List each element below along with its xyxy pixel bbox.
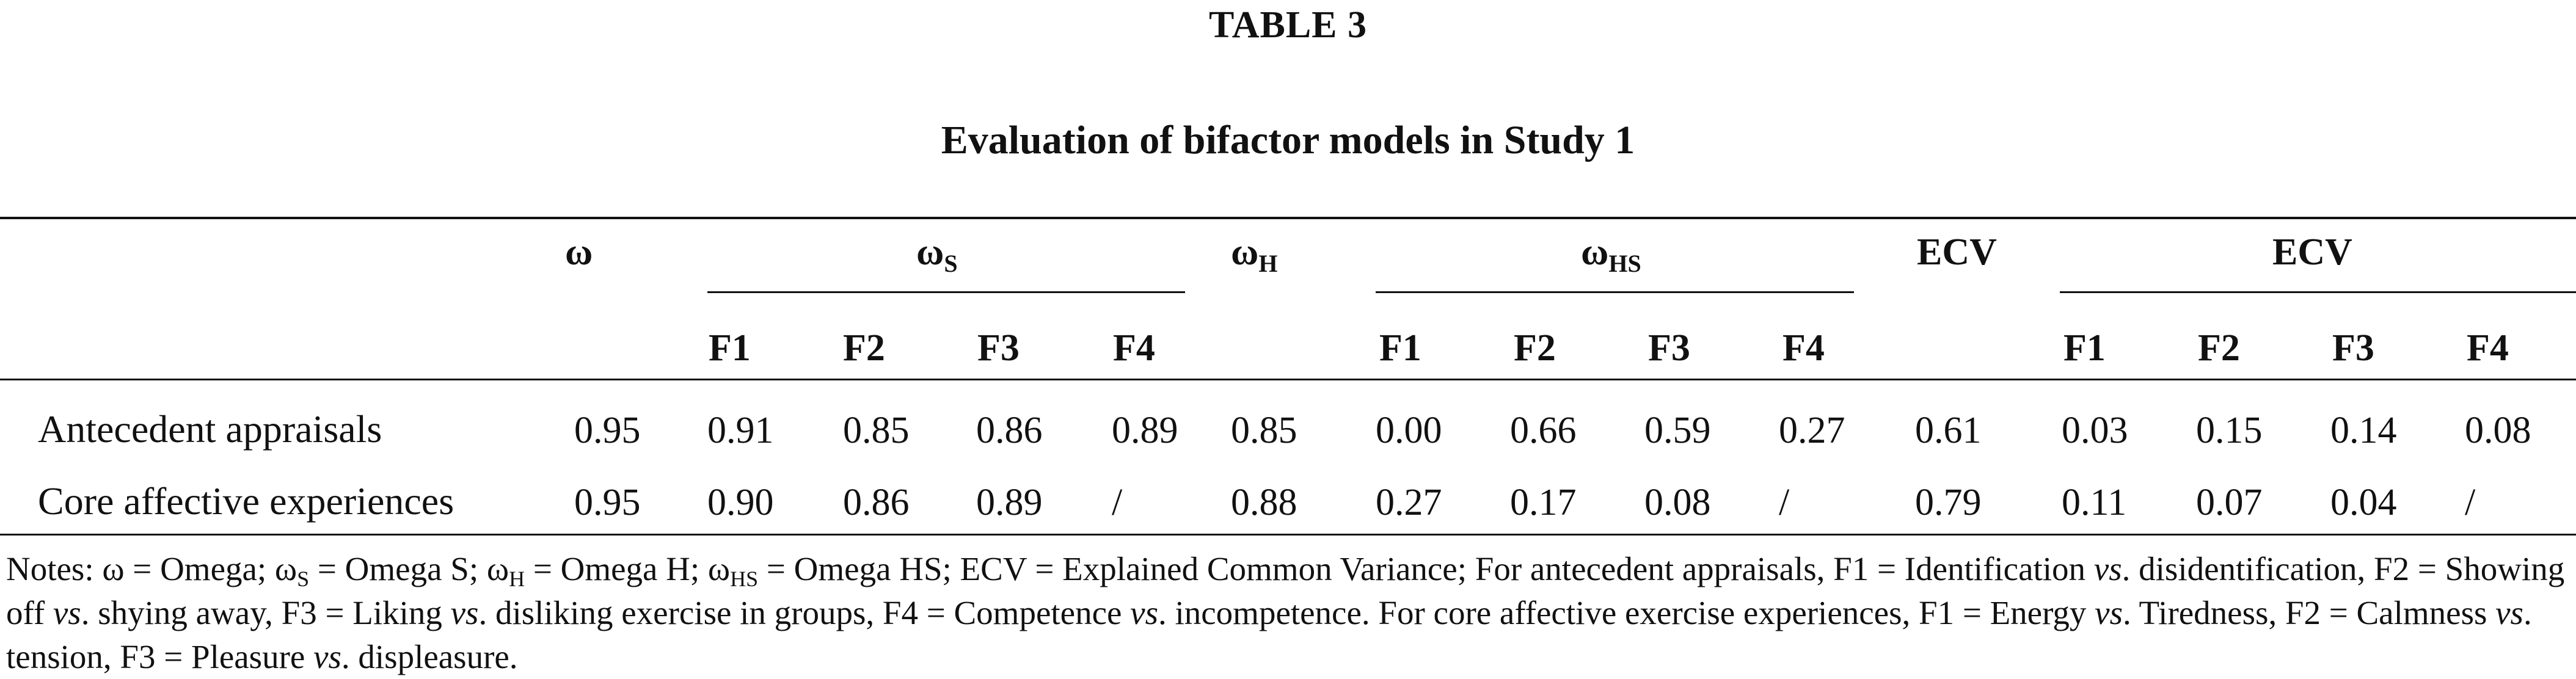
table-title: Evaluation of bifactor models in Study 1 — [941, 118, 1635, 162]
omega-value: 0.95 — [574, 482, 641, 523]
row-label: Antecedent appraisals — [38, 407, 382, 451]
ecv-f3-value: 0.04 — [2330, 482, 2397, 523]
header-ecv-group: ECV — [2272, 231, 2352, 273]
omega-s-f3-header: F3 — [977, 327, 1020, 369]
omega-s-f4-value: / — [1112, 482, 1123, 523]
table-caption-label: TABLE 3 — [1208, 4, 1368, 46]
ecv-f4-value: / — [2465, 482, 2476, 523]
omega-s-span-rule — [707, 291, 1185, 293]
omega-s-f3-value: 0.86 — [976, 410, 1043, 451]
omega-hs-f2-value: 0.66 — [1510, 410, 1577, 451]
ecv-f2-header: F2 — [2198, 327, 2240, 369]
ecv-f4-value: 0.08 — [2465, 410, 2531, 451]
omega-s-f3-value: 0.89 — [976, 482, 1043, 523]
ecv-f2-value: 0.07 — [2196, 482, 2263, 523]
header-omega-s: ωS — [916, 231, 958, 277]
omega-hs-f3-value: 0.08 — [1644, 482, 1711, 523]
omega-hs-f1-value: 0.27 — [1376, 482, 1442, 523]
ecv-f2-value: 0.15 — [2196, 410, 2263, 451]
header-omega: ω — [565, 231, 593, 273]
omega-h-value: 0.88 — [1231, 482, 1297, 523]
omega-hs-f3-value: 0.59 — [1644, 410, 1711, 451]
omega-hs-span-rule — [1376, 291, 1854, 293]
omega-hs-f2-header: F2 — [1514, 327, 1556, 369]
top-rule — [0, 217, 2576, 219]
omega-s-f1-value: 0.90 — [707, 482, 774, 523]
omega-hs-f2-value: 0.17 — [1510, 482, 1577, 523]
ecv-f1-header: F1 — [2063, 327, 2106, 369]
ecv-f3-header: F3 — [2332, 327, 2374, 369]
omega-s-f4-value: 0.89 — [1112, 410, 1178, 451]
omega-hs-f1-header: F1 — [1379, 327, 1421, 369]
header-bottom-rule — [0, 379, 2576, 380]
header-omega-hs: ωHS — [1581, 231, 1641, 277]
omega-hs-f4-value: / — [1779, 482, 1790, 523]
omega-value: 0.95 — [574, 410, 641, 451]
omega-s-f1-header: F1 — [709, 327, 751, 369]
omega-s-f2-value: 0.85 — [843, 410, 910, 451]
omega-s-f2-value: 0.86 — [843, 482, 910, 523]
omega-hs-f3-header: F3 — [1648, 327, 1690, 369]
header-ecv: ECV — [1917, 231, 1997, 273]
table-bottom-rule — [0, 534, 2576, 536]
ecv-f3-value: 0.14 — [2330, 410, 2397, 451]
table-notes: Notes: ω = Omega; ωS = Omega S; ωH = Ome… — [6, 550, 2565, 675]
omega-s-f2-header: F2 — [843, 327, 885, 369]
omega-hs-f4-value: 0.27 — [1779, 410, 1845, 451]
ecv-span-rule — [2060, 291, 2576, 293]
omega-s-f4-header: F4 — [1113, 327, 1155, 369]
ecv-value: 0.61 — [1915, 410, 1982, 451]
ecv-f1-value: 0.11 — [2062, 482, 2127, 523]
omega-hs-f1-value: 0.00 — [1376, 410, 1442, 451]
ecv-f4-header: F4 — [2467, 327, 2509, 369]
omega-hs-f4-header: F4 — [1782, 327, 1825, 369]
header-omega-h: ωH — [1231, 231, 1278, 277]
omega-h-value: 0.85 — [1231, 410, 1297, 451]
omega-s-f1-value: 0.91 — [707, 410, 774, 451]
ecv-value: 0.79 — [1915, 482, 1982, 523]
ecv-f1-value: 0.03 — [2062, 410, 2128, 451]
row-label: Core affective experiences — [38, 479, 454, 523]
